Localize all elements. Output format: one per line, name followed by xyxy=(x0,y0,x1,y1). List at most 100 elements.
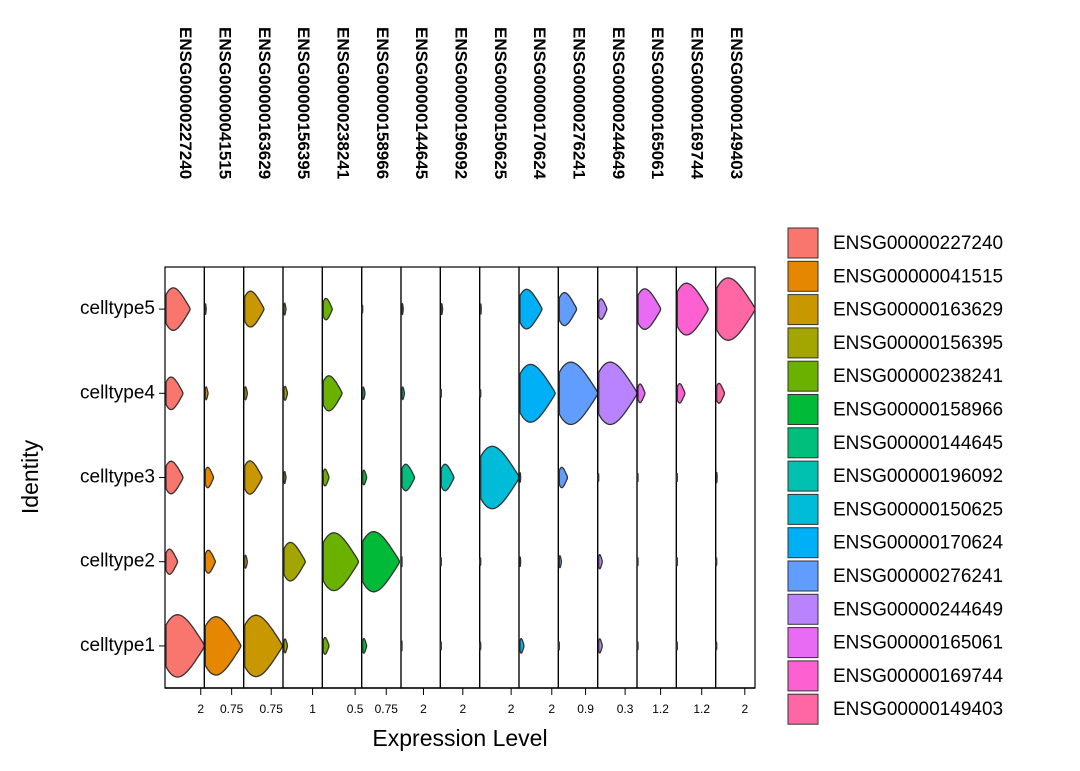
violin xyxy=(439,557,442,567)
y-tick-label: celltype4 xyxy=(80,382,155,403)
x-tick-label: 2 xyxy=(197,702,204,716)
legend-label: ENSG00000170624 xyxy=(833,533,1004,554)
y-tick-label: celltype2 xyxy=(80,551,155,572)
violin xyxy=(362,530,401,593)
panel-label: ENSG00000169744 xyxy=(688,27,707,180)
violin xyxy=(361,304,364,314)
violin xyxy=(362,469,368,486)
violin xyxy=(165,376,184,411)
violin xyxy=(362,638,368,654)
violin xyxy=(440,463,455,492)
legend-swatch xyxy=(787,227,819,259)
x-tick-label: 2 xyxy=(420,702,427,716)
violin xyxy=(716,277,756,341)
violin xyxy=(362,386,366,401)
legend-label: ENSG00000196092 xyxy=(833,466,1003,487)
violin xyxy=(637,288,662,330)
violin xyxy=(244,290,265,328)
violin xyxy=(675,557,678,567)
violin xyxy=(558,291,578,327)
x-tick-label: 1.2 xyxy=(652,702,669,716)
violin xyxy=(519,556,522,568)
violin xyxy=(675,641,678,651)
violin xyxy=(283,470,287,485)
panel-label: ENSG00000163629 xyxy=(255,27,274,179)
violin xyxy=(204,616,242,676)
violin xyxy=(519,363,556,423)
violin xyxy=(519,472,522,483)
legend-label: ENSG00000165061 xyxy=(833,633,1003,654)
x-tick-label: 0.75 xyxy=(220,702,244,716)
legend-swatch xyxy=(787,260,819,292)
violin xyxy=(322,468,330,487)
x-tick-label: 2 xyxy=(508,702,515,716)
legend-label: ENSG00000227240 xyxy=(833,233,1003,254)
violin xyxy=(244,554,248,569)
panel xyxy=(518,266,559,689)
violin xyxy=(557,641,560,651)
legend-swatch xyxy=(787,627,819,659)
violin xyxy=(676,382,686,404)
violin xyxy=(558,466,569,489)
panel-label: ENSG00000149403 xyxy=(727,27,746,179)
panel-label: ENSG00000170624 xyxy=(530,27,549,180)
violin xyxy=(636,473,639,482)
legend-label: ENSG00000158966 xyxy=(833,400,1003,421)
x-tick-label: 2 xyxy=(548,702,555,716)
violin xyxy=(715,557,718,567)
violin xyxy=(558,361,599,426)
violin xyxy=(676,282,709,336)
violin xyxy=(519,288,543,330)
panel-label: ENSG00000158966 xyxy=(373,27,392,179)
violin xyxy=(244,614,283,678)
y-tick-label: celltype5 xyxy=(80,298,155,319)
violin xyxy=(480,303,482,315)
panel-label: ENSG00000276241 xyxy=(570,27,589,179)
violin xyxy=(322,636,330,655)
legend-label: ENSG00000238241 xyxy=(833,366,1003,387)
panel-label: ENSG00000196092 xyxy=(452,27,471,179)
violin xyxy=(283,541,306,582)
violin xyxy=(322,297,333,321)
legend-swatch xyxy=(787,493,819,525)
x-tick-label: 0.75 xyxy=(375,702,399,716)
x-tick-label: 0.9 xyxy=(577,702,594,716)
legend-label: ENSG00000163629 xyxy=(833,300,1003,321)
legend-label: ENSG00000150625 xyxy=(833,499,1003,520)
violin xyxy=(244,460,263,495)
violin xyxy=(165,287,191,331)
violin xyxy=(479,641,482,651)
violin xyxy=(204,303,207,315)
panel-label: ENSG00000227240 xyxy=(176,27,195,179)
x-tick-label: 1.2 xyxy=(693,702,710,716)
violin xyxy=(322,375,343,412)
x-tick-label: 0.3 xyxy=(617,702,634,716)
violin xyxy=(637,383,646,404)
violin xyxy=(636,641,639,651)
violin xyxy=(440,302,444,316)
panel-label: ENSG00000238241 xyxy=(334,27,353,179)
violin xyxy=(165,460,184,495)
legend-label: ENSG00000144645 xyxy=(833,433,1003,454)
panel xyxy=(597,266,638,689)
y-tick-label: celltype3 xyxy=(80,467,155,488)
x-tick-label: 2 xyxy=(741,702,748,716)
legend-swatch xyxy=(787,527,819,559)
legend-label: ENSG00000169744 xyxy=(833,666,1004,687)
violin xyxy=(479,557,482,567)
violin xyxy=(401,386,406,401)
violin xyxy=(598,298,608,320)
legend-swatch xyxy=(787,360,819,392)
panel-label: ENSG00000244649 xyxy=(609,27,628,179)
violin xyxy=(439,388,442,398)
violin xyxy=(165,548,179,575)
violin xyxy=(244,386,248,401)
x-tick-label: 0.75 xyxy=(260,702,284,716)
violin xyxy=(598,638,603,654)
panel-label: ENSG00000041515 xyxy=(216,27,235,179)
violin xyxy=(519,638,525,654)
legend-swatch xyxy=(787,593,819,625)
violin xyxy=(558,555,563,569)
legend-swatch xyxy=(787,460,819,492)
